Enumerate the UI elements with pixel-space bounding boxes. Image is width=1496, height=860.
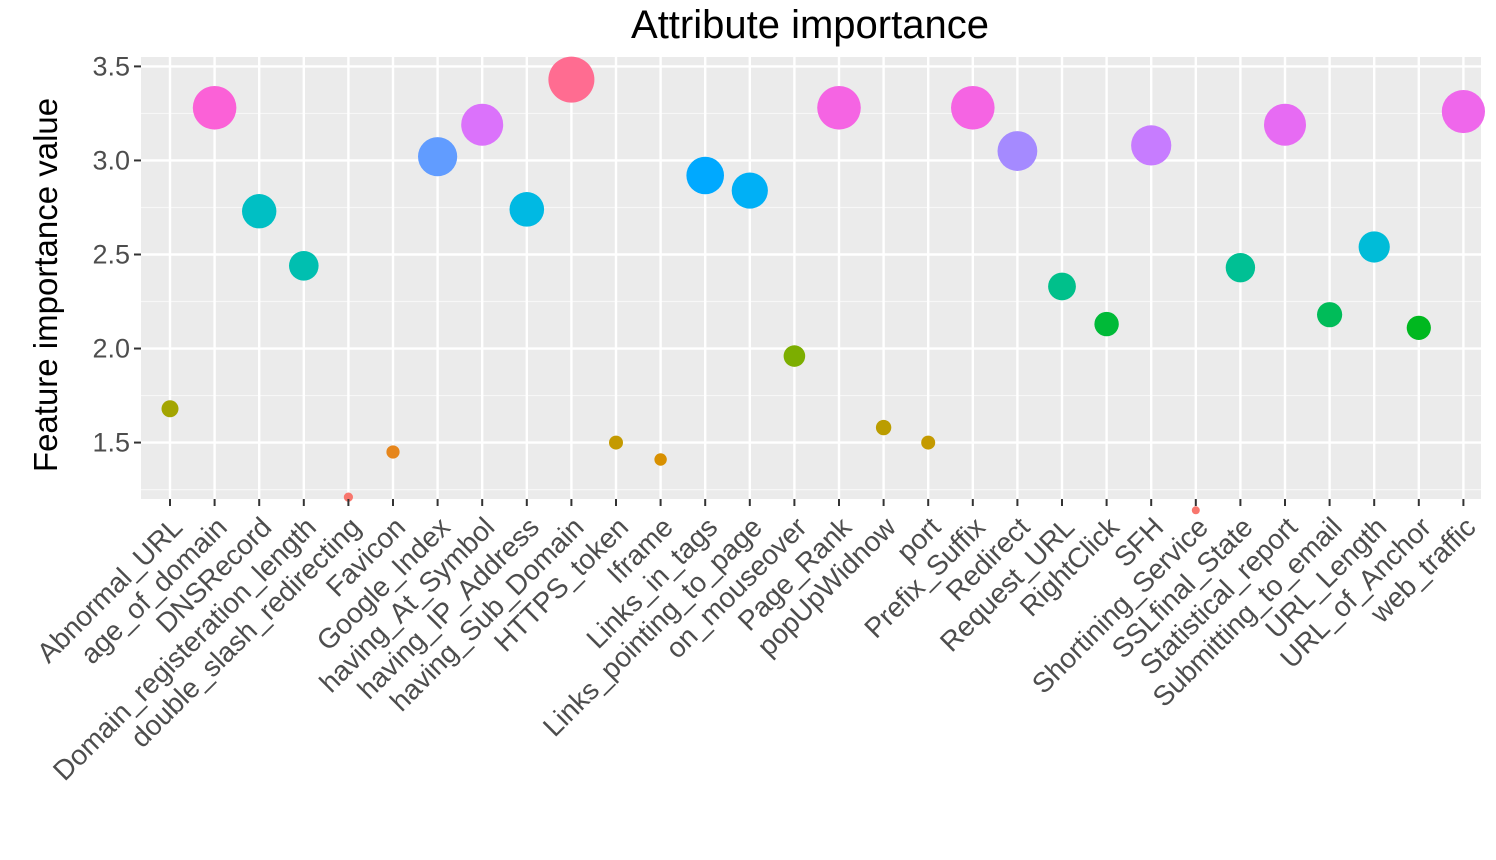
y-axis-label: Feature importance value [27, 98, 64, 472]
data-point [1048, 272, 1076, 301]
data-point [192, 85, 237, 130]
data-point [386, 445, 400, 459]
data-point [951, 85, 995, 130]
plot-panel [141, 57, 1481, 499]
data-point [654, 453, 667, 466]
data-point [1094, 311, 1119, 337]
data-point [461, 103, 504, 146]
data-points [161, 56, 1485, 515]
data-point [548, 56, 595, 103]
data-point [1264, 103, 1306, 146]
y-tick-label: 3.5 [92, 51, 130, 81]
data-point [817, 85, 861, 130]
data-point [609, 435, 623, 450]
x-axis: Abnormal_URLage_of_domainDNSRecordDomain… [31, 499, 1482, 786]
y-tick-label: 2.5 [92, 239, 130, 269]
data-point [1317, 302, 1343, 328]
y-tick-label: 2.0 [92, 334, 130, 364]
data-point [1358, 231, 1390, 263]
data-point [343, 492, 353, 502]
data-point [997, 131, 1038, 171]
data-point [509, 192, 545, 227]
y-axis: 1.5 2.0 2.5 3.0 3.5 [92, 51, 141, 458]
y-tick-label: 3.0 [92, 145, 130, 175]
data-point [242, 194, 277, 229]
minor-gridlines [141, 112, 1481, 491]
data-point [731, 172, 768, 209]
data-point [418, 137, 458, 177]
data-point [1406, 315, 1431, 340]
data-point [921, 435, 936, 450]
data-point [1131, 125, 1172, 166]
data-point [289, 250, 319, 281]
data-point [1225, 252, 1256, 283]
data-point [1441, 89, 1485, 134]
data-point [875, 419, 892, 436]
chart-title: Attribute importance [631, 3, 989, 47]
data-point [783, 345, 806, 367]
data-point [1191, 506, 1200, 515]
data-point [686, 156, 724, 195]
major-gridlines [141, 57, 1481, 499]
y-tick-label: 1.5 [92, 428, 130, 458]
data-point [161, 400, 179, 418]
